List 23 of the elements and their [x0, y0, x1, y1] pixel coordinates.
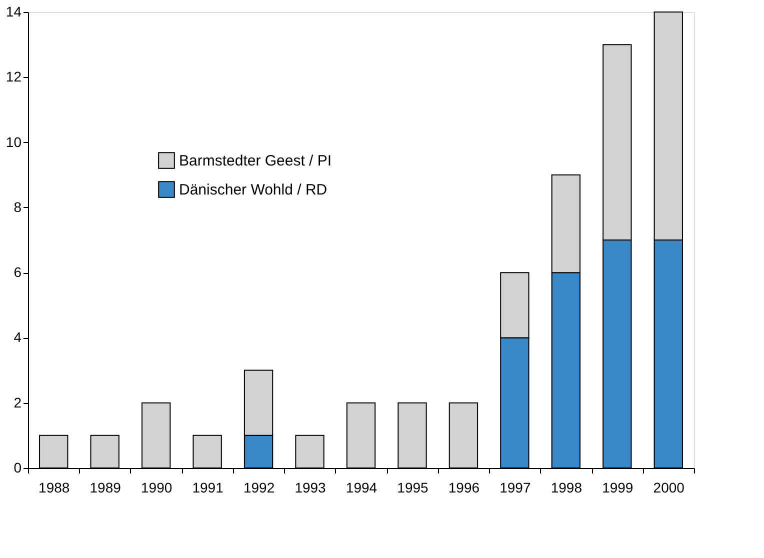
y-tick-label: 14 — [6, 4, 22, 20]
y-tick-label: 12 — [6, 68, 22, 85]
y-tick-label: 2 — [14, 394, 22, 410]
x-tick-label: 1992 — [243, 480, 275, 496]
x-tick-label: 1993 — [294, 480, 326, 496]
x-tick-label: 1999 — [602, 480, 634, 496]
y-tick-label: 10 — [6, 134, 22, 150]
x-tick-label: 1990 — [141, 480, 172, 496]
legend-label: Dänischer Wohld / RD — [179, 182, 328, 198]
y-tick-label: 6 — [14, 264, 22, 280]
legend-label: Barmstedter Geest / PI — [179, 152, 332, 170]
y-tick-label: 0 — [14, 460, 22, 476]
x-tick-label: 1989 — [90, 480, 122, 496]
x-tick-label: 1995 — [397, 480, 429, 496]
x-tick-label: 1996 — [448, 480, 480, 496]
x-tick-label: 1988 — [38, 480, 70, 496]
x-tick-label: 1998 — [550, 480, 582, 496]
x-tick-label: 2000 — [653, 480, 685, 496]
y-tick-label: 4 — [14, 329, 22, 346]
x-tick-label: 1994 — [346, 480, 378, 496]
y-tick-label: 8 — [14, 198, 22, 215]
x-tick-label: 1991 — [192, 480, 224, 496]
x-tick-label: 1997 — [500, 480, 531, 496]
